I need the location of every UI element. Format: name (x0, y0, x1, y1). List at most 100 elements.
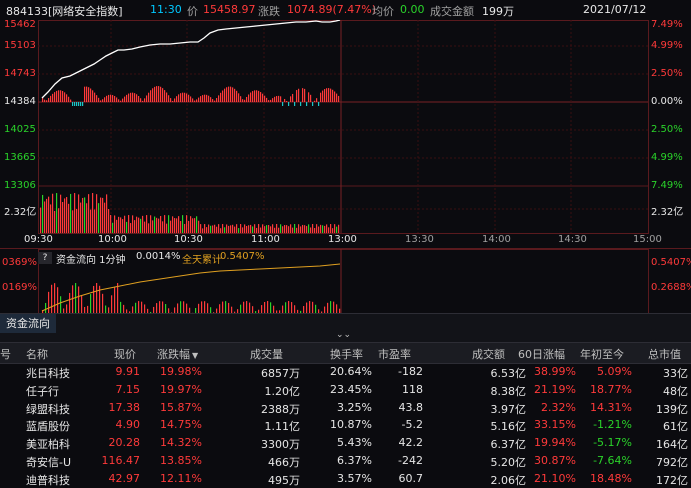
bar (250, 92, 252, 102)
bar (318, 309, 320, 313)
bar (279, 310, 281, 313)
change-pct: 13.85% (160, 454, 202, 467)
bar (156, 303, 158, 313)
change-value: 1074.89(7.47%) (287, 3, 377, 16)
bar (96, 95, 98, 102)
bar (140, 218, 142, 233)
col-change-pct[interactable]: 涨跌幅 ▼ (157, 348, 199, 361)
bar (282, 305, 284, 313)
table-row[interactable]: 迪普科技 42.97 12.11% 495万 3.57% 60.7 2.06亿 21.10% 1… (0, 470, 691, 488)
bar (184, 223, 186, 233)
bar (150, 215, 152, 233)
col-turnover[interactable]: 换手率 (330, 348, 363, 361)
bar (219, 304, 221, 313)
change-pct: 12.11% (160, 471, 202, 485)
bar (86, 203, 88, 233)
flow-title: 资金流向 1分钟 (56, 255, 126, 266)
bar (54, 283, 56, 313)
col-pe[interactable]: 市盈率 (378, 348, 411, 361)
60d-change: 30.87% (534, 454, 576, 467)
amount: 2.06亿 (490, 473, 527, 487)
bar (256, 90, 258, 102)
bar (292, 93, 294, 102)
price: 42.97 (108, 471, 141, 485)
bar (168, 215, 170, 233)
bar (150, 311, 152, 313)
bar (294, 102, 296, 106)
bar (160, 86, 162, 102)
bar (84, 306, 86, 313)
intraday-change-bars (42, 86, 340, 106)
bar (308, 92, 310, 102)
stock-table-header: 号 名称 现价 涨跌幅 ▼ 成交量 换手率 市盈率 成交额 60日涨幅 年初至今 … (0, 342, 691, 364)
bar (134, 220, 136, 233)
bar (144, 304, 146, 313)
col-ytd-change[interactable]: 年初至今 (580, 348, 624, 361)
axis-pct-6: 4.99% (651, 152, 683, 163)
bar (192, 98, 194, 102)
bar (44, 99, 46, 102)
bar (336, 226, 338, 233)
table-row[interactable]: 绿盟科技 17.38 15.87% 2388万 3.25% 43.8 3.97亿 2.32% 1… (0, 399, 691, 417)
bar (206, 94, 208, 102)
collapse-bar[interactable]: ⌄⌄ (0, 330, 691, 342)
table-row[interactable]: 蓝盾股份 4.90 14.75% 1.11亿 10.87% -5.2 5.16亿 33.15%… (0, 416, 691, 434)
bar (128, 215, 130, 233)
bar (254, 224, 256, 233)
time-tick-1430: 14:30 (558, 234, 587, 245)
col-price[interactable]: 现价 (114, 348, 136, 361)
col-market-cap[interactable]: 总市值 (648, 348, 681, 361)
col-volume[interactable]: 成交量 (250, 348, 283, 361)
bar (50, 95, 52, 102)
capital-flow-panel[interactable]: ? 资金流向 1分钟 0.0014% 全天累计 0.5407% 0369% 01… (0, 248, 691, 314)
bar (282, 226, 284, 233)
change-pct: 19.98% (160, 365, 202, 378)
bar (58, 90, 60, 102)
col-amount[interactable]: 成交额 (472, 348, 505, 361)
table-row[interactable]: 奇安信-U 116.47 13.85% 466万 6.37% -242 5.20亿 30.87… (0, 452, 691, 470)
bar (64, 92, 66, 102)
col-name[interactable]: 名称 (26, 348, 48, 361)
bar (106, 194, 108, 233)
bar (156, 86, 158, 102)
bar (158, 218, 160, 233)
ytd-change: 18.48% (590, 471, 632, 485)
bar (220, 228, 222, 233)
bar (336, 93, 338, 102)
table-row[interactable]: 任子行 7.15 19.97% 1.20亿 23.45% 118 8.38亿 21.19% 18… (0, 381, 691, 399)
bar (150, 90, 152, 102)
bar (280, 224, 282, 233)
bar (72, 102, 74, 106)
bar (124, 215, 126, 233)
table-row[interactable]: 美亚柏科 20.28 14.32% 3300万 5.43% 42.2 6.37亿 19.94%… (0, 434, 691, 452)
flow-expand-icon[interactable]: ? (38, 252, 52, 264)
bar (162, 301, 164, 313)
bar (80, 102, 82, 106)
bar (178, 216, 180, 233)
bar (188, 220, 190, 233)
flow-total-label: 全天累计 (182, 255, 222, 266)
bar (56, 193, 58, 233)
axis-price-6: 13665 (4, 152, 36, 163)
table-row[interactable]: 兆日科技 9.91 19.98% 6857万 20.64% -182 6.53亿 38.99%… (0, 363, 691, 381)
flow-axis-right-1: 0.5407% (651, 257, 691, 268)
bar (120, 100, 122, 102)
bar (274, 227, 276, 233)
bar (244, 224, 246, 233)
bar (112, 222, 114, 233)
bar (172, 100, 174, 102)
bar (266, 97, 268, 102)
tab-capital-flow[interactable]: 资金流向 (0, 314, 56, 334)
bar (42, 309, 44, 313)
bar (210, 97, 212, 102)
bar (242, 99, 244, 102)
col-60d-change[interactable]: 60日涨幅 (518, 348, 565, 361)
bar (105, 305, 107, 313)
bar (78, 286, 80, 313)
intraday-chart[interactable]: 15462 15103 14743 14384 14025 13665 1330… (0, 19, 691, 248)
collapse-chevron-icon[interactable]: ⌄⌄ (336, 330, 352, 340)
time-tick-1330: 13:30 (405, 234, 434, 245)
bar (267, 301, 269, 313)
col-index[interactable]: 号 (0, 348, 11, 361)
grid-lines (38, 20, 649, 234)
